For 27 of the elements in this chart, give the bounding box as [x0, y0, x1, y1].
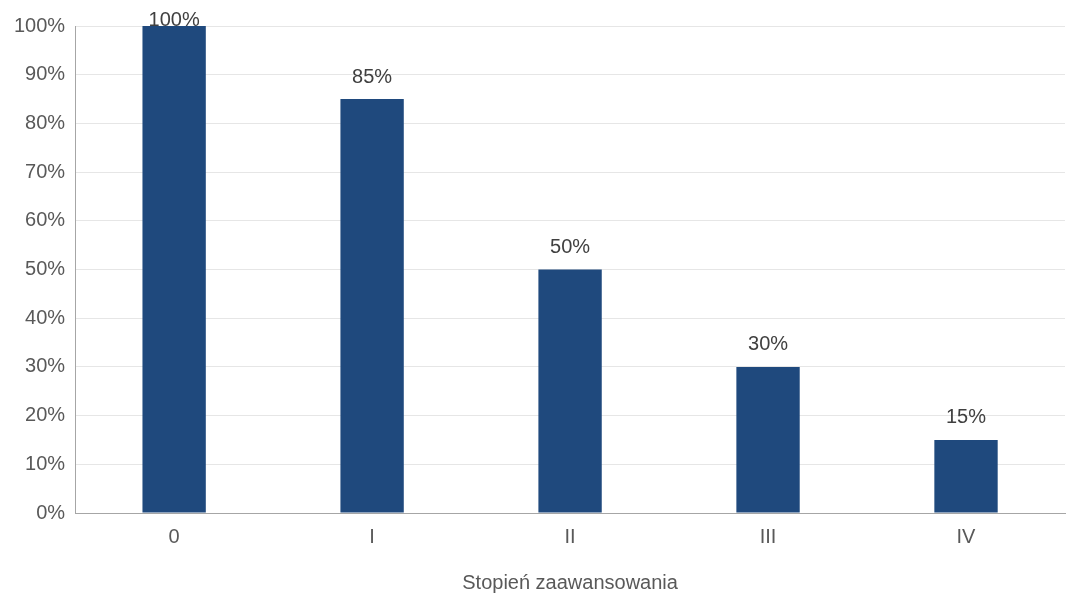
- y-tick-label: 10%: [25, 451, 66, 474]
- y-tick-label: 90%: [25, 62, 66, 85]
- y-tick-label: 40%: [25, 305, 66, 328]
- bar: [736, 366, 800, 513]
- x-axis-title: Stopień zaawansowania: [462, 570, 679, 593]
- x-tick-label: III: [759, 524, 777, 547]
- bar: [142, 26, 206, 513]
- y-tick-label: 50%: [25, 257, 66, 280]
- data-label: 30%: [748, 332, 789, 355]
- data-label: 50%: [550, 235, 591, 258]
- data-label: 85%: [352, 64, 393, 87]
- x-tick-label: I: [369, 524, 375, 547]
- bar: [538, 269, 602, 513]
- bar: [340, 99, 404, 513]
- y-tick-label: 100%: [14, 13, 66, 36]
- y-tick-label: 80%: [25, 110, 66, 133]
- y-tick-label: 60%: [25, 208, 66, 231]
- data-label: 15%: [946, 405, 987, 428]
- x-tick-label: IV: [956, 524, 977, 547]
- bar: [934, 439, 998, 513]
- x-tick-label: II: [564, 524, 576, 547]
- y-tick-label: 20%: [25, 403, 66, 426]
- x-tick-label: 0: [168, 524, 180, 547]
- y-tick-label: 0%: [36, 500, 66, 523]
- y-tick-label: 70%: [25, 159, 66, 182]
- data-label: 100%: [148, 7, 200, 30]
- y-tick-label: 30%: [25, 354, 66, 377]
